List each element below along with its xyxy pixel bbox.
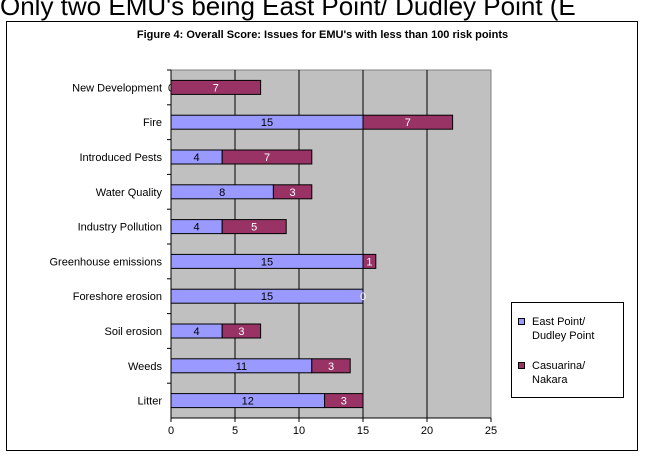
category-label: Weeds: [128, 361, 163, 373]
x-tick-label: 25: [485, 425, 497, 437]
bar-segment: [362, 114, 454, 130]
header-text: Only two EMU's being East Point/ Dudley …: [0, 0, 576, 21]
data-label: 4: [194, 222, 200, 234]
category-label: Foreshore erosion: [73, 291, 162, 303]
data-label: 4: [194, 326, 200, 338]
category-label: Industry Pollution: [78, 222, 162, 234]
data-label: 8: [219, 187, 225, 199]
bar-segment: [362, 253, 377, 269]
data-label: 4: [194, 152, 200, 164]
legend-swatch-series-2: [518, 362, 525, 369]
bar-segment: [272, 184, 313, 200]
data-label: 7: [405, 117, 411, 129]
data-label: 1: [366, 256, 372, 268]
data-label: 5: [251, 222, 257, 234]
category-label: Water Quality: [96, 187, 163, 199]
data-label: 3: [328, 361, 334, 373]
category-label: Fire: [143, 117, 162, 129]
data-label: 3: [341, 396, 347, 408]
x-tick-label: 10: [293, 425, 305, 437]
bar-segment: [311, 358, 351, 374]
category-label: Greenhouse emissions: [49, 256, 162, 268]
legend-label-series-2: Casuarina/ Nakara: [532, 360, 586, 386]
x-tick-label: 5: [232, 425, 238, 437]
bar-segment: [221, 149, 313, 165]
data-label: 15: [261, 117, 273, 129]
category-label: Litter: [138, 396, 163, 408]
bar-segment: [170, 288, 364, 304]
data-label: 7: [213, 82, 219, 94]
data-label: 7: [264, 152, 270, 164]
bar-segment: [221, 219, 287, 235]
category-label: Soil erosion: [105, 326, 162, 338]
data-label: 15: [261, 256, 273, 268]
category-label: New Development: [72, 82, 162, 94]
data-label: 11: [236, 361, 247, 373]
legend-label-series-1: East Point/ Dudley Point: [532, 316, 595, 342]
bar-segment: [221, 323, 262, 339]
data-label: 3: [290, 187, 296, 199]
data-label: 3: [238, 326, 244, 338]
category-label: Introduced Pests: [79, 152, 162, 164]
legend-swatch-series-1: [518, 318, 525, 325]
x-tick-label: 15: [357, 425, 369, 437]
x-tick-label: 20: [421, 425, 433, 437]
data-label: 15: [261, 291, 273, 303]
data-label: 0: [360, 291, 366, 303]
bar-segment: [324, 393, 364, 409]
bar-segment: [170, 79, 262, 95]
data-label: 12: [242, 396, 254, 408]
legend: East Point/ Dudley Point Casuarina/ Naka…: [511, 302, 624, 398]
x-tick-label: 0: [168, 425, 174, 437]
chart-title: Figure 4: Overall Score: Issues for EMU'…: [136, 29, 509, 41]
